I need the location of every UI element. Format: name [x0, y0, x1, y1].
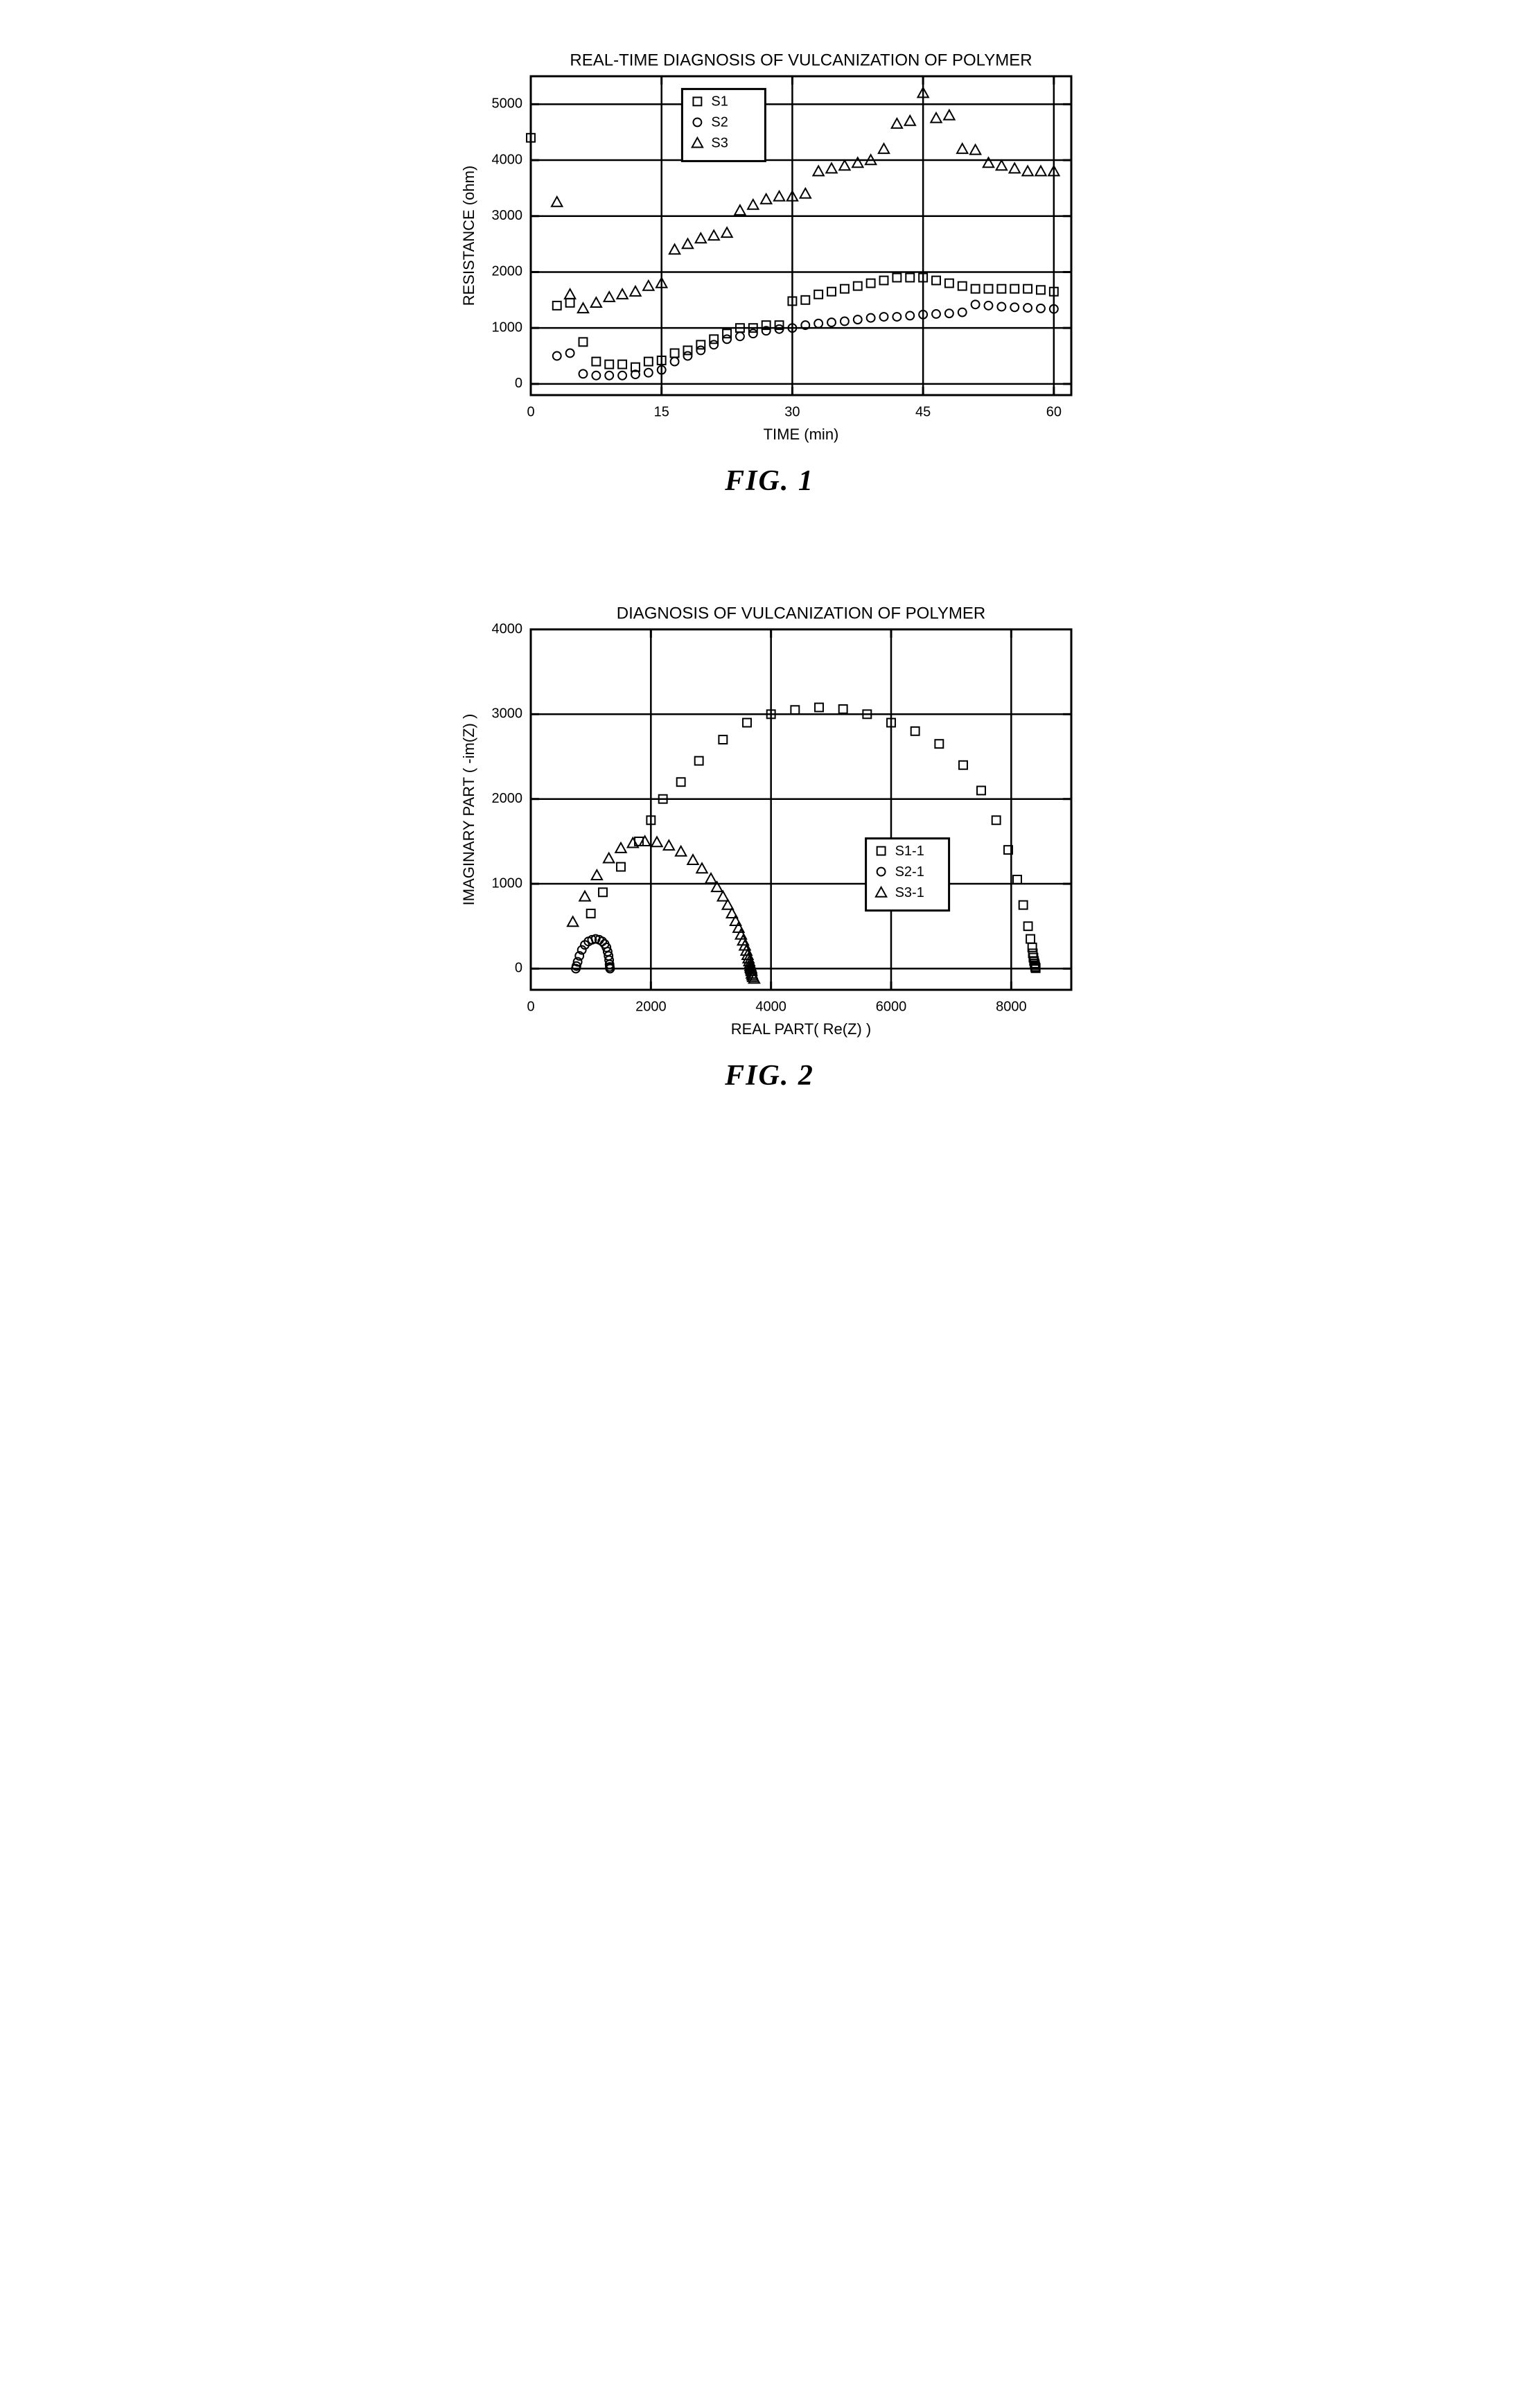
svg-text:60: 60 — [1046, 404, 1061, 419]
svg-text:REAL PART( Re(Z) ): REAL PART( Re(Z) ) — [730, 1020, 871, 1038]
svg-text:S1-1: S1-1 — [895, 844, 924, 859]
svg-text:4000: 4000 — [491, 152, 522, 167]
svg-text:5000: 5000 — [491, 96, 522, 112]
svg-text:IMAGINARY PART ( -im(Z) ): IMAGINARY PART ( -im(Z) ) — [459, 714, 477, 906]
svg-text:0: 0 — [527, 999, 534, 1014]
svg-text:REAL-TIME DIAGNOSIS OF VULCANI: REAL-TIME DIAGNOSIS OF VULCANIZATION OF … — [570, 51, 1032, 69]
svg-text:S2-1: S2-1 — [895, 864, 924, 880]
svg-text:2000: 2000 — [491, 791, 522, 806]
svg-text:4000: 4000 — [491, 621, 522, 636]
svg-text:S3: S3 — [711, 136, 728, 151]
svg-text:1000: 1000 — [491, 320, 522, 335]
caption-fig1: FIG. 1 — [725, 464, 814, 498]
svg-text:4000: 4000 — [755, 999, 786, 1014]
svg-text:S1: S1 — [711, 94, 728, 110]
caption-fig2: FIG. 2 — [725, 1059, 814, 1092]
svg-text:2000: 2000 — [491, 264, 522, 279]
svg-text:0: 0 — [514, 961, 522, 976]
svg-text:S2: S2 — [711, 115, 728, 130]
svg-text:8000: 8000 — [996, 999, 1027, 1014]
svg-text:0: 0 — [514, 376, 522, 391]
svg-text:RESISTANCE (ohm): RESISTANCE (ohm) — [459, 166, 477, 306]
svg-text:15: 15 — [653, 404, 669, 419]
svg-text:TIME (min): TIME (min) — [763, 426, 838, 443]
svg-text:30: 30 — [784, 404, 800, 419]
svg-text:1000: 1000 — [491, 875, 522, 891]
svg-text:6000: 6000 — [875, 999, 906, 1014]
figure-2: 0 2000 4000 6000 8000 0 1000 2000 3000 4000 DIAGNO… — [448, 595, 1092, 1092]
chart-fig2: 0 2000 4000 6000 8000 0 1000 2000 3000 4000 DIAGNO… — [448, 595, 1092, 1045]
chart-fig1: 0 15 30 45 60 0 1000 2000 3000 4000 5000 REAL-TIME … — [448, 42, 1092, 451]
svg-text:45: 45 — [915, 404, 931, 419]
figure-1: 0 15 30 45 60 0 1000 2000 3000 4000 5000 REAL-TIME … — [448, 42, 1092, 498]
svg-text:3000: 3000 — [491, 706, 522, 722]
svg-text:2000: 2000 — [635, 999, 667, 1014]
svg-text:0: 0 — [527, 404, 534, 419]
svg-text:DIAGNOSIS OF VULCANIZATION OF: DIAGNOSIS OF VULCANIZATION OF POLYMER — [616, 604, 985, 622]
svg-text:S3-1: S3-1 — [895, 885, 924, 900]
svg-text:3000: 3000 — [491, 208, 522, 223]
